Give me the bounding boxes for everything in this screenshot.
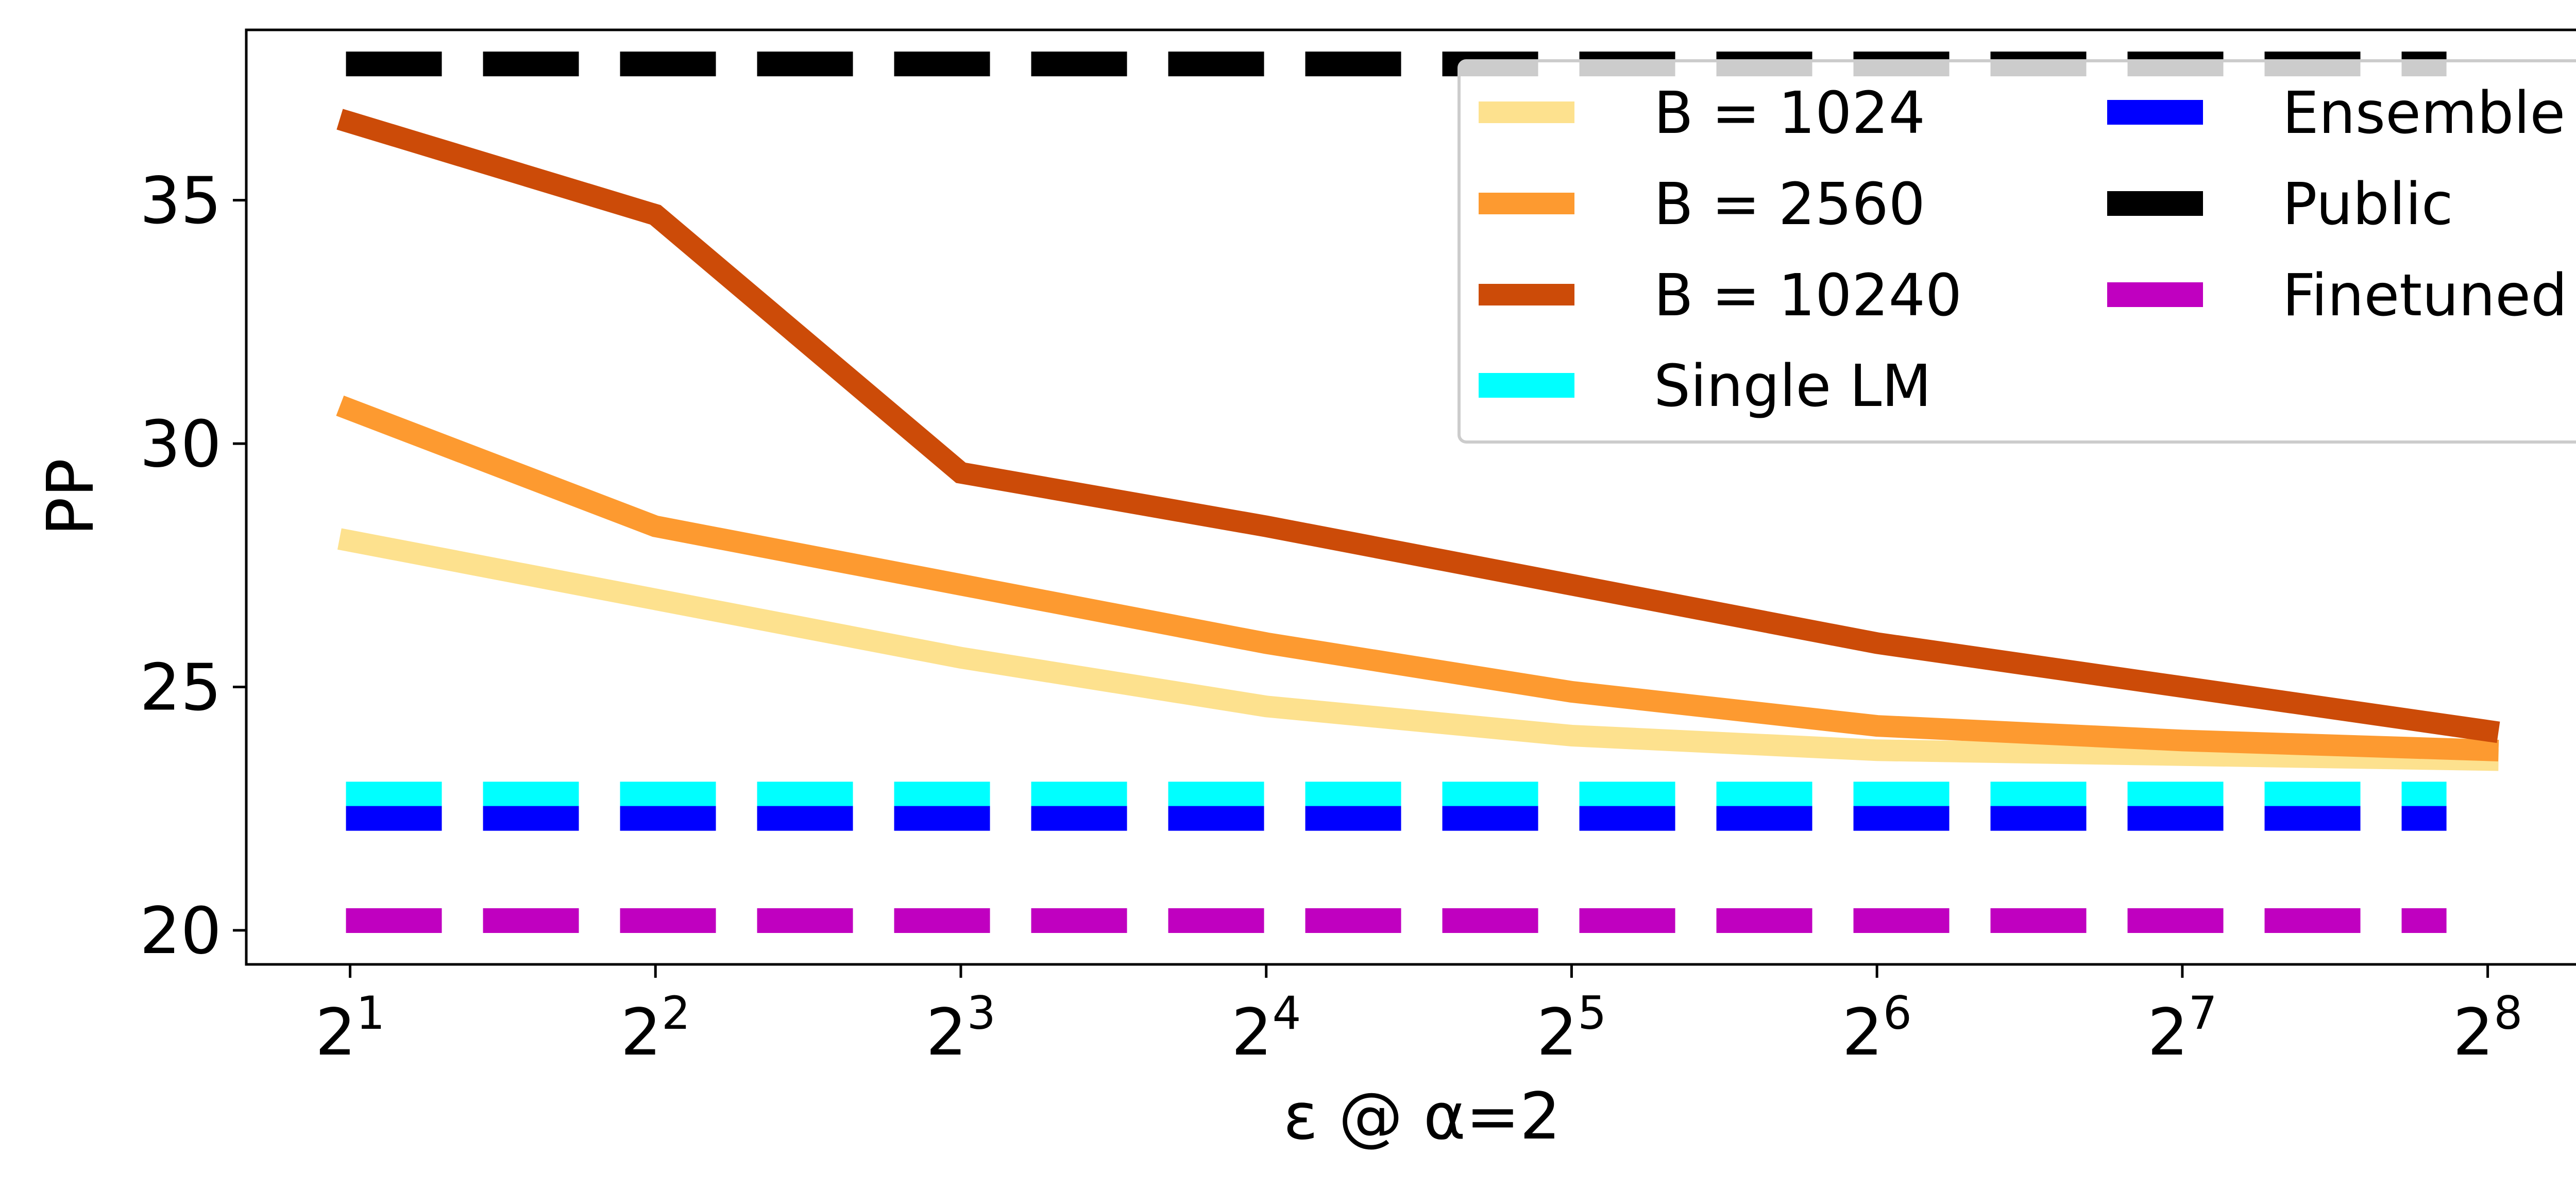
legend-label: Public — [2282, 171, 2453, 238]
y-tick-label: 25 — [140, 650, 222, 725]
legend-label: B = 1024 — [1654, 80, 1925, 147]
series-line-b-10240 — [336, 109, 2500, 743]
x-tick-label: 26 — [1842, 987, 1912, 1070]
legend-label: Single LM — [1654, 353, 1931, 420]
y-axis-label: PP — [33, 458, 108, 536]
legend-box — [1458, 59, 2576, 444]
legend: B = 1024 B = 2560 B = 10240 Single LM Ensemb… — [1458, 59, 2576, 444]
x-tick-label: 28 — [2453, 987, 2523, 1070]
x-tick-label: 25 — [1537, 987, 1607, 1070]
x-tick-label: 22 — [620, 987, 690, 1070]
legend-label: B = 10240 — [1654, 262, 1962, 329]
y-tick-label: 35 — [140, 164, 222, 239]
x-axis-label: ε @ α=2 — [1283, 1079, 1561, 1154]
x-tick-label: 23 — [926, 987, 996, 1070]
x-tick-label: 27 — [2147, 987, 2217, 1070]
y-axis: 20 25 30 35 — [140, 164, 246, 969]
x-tick-label: 24 — [1231, 987, 1301, 1070]
y-tick-label: 30 — [140, 407, 222, 482]
series-line-b-2560 — [336, 395, 2499, 761]
series-line-b-1024 — [337, 528, 2499, 771]
legend-label: B = 2560 — [1654, 171, 1925, 238]
series-layer — [336, 52, 2500, 933]
legend-label: Finetuned — [2282, 262, 2567, 329]
legend-label: Ensemble — [2282, 80, 2565, 147]
x-tick-label: 21 — [315, 987, 385, 1070]
x-axis: 21 22 23 24 25 26 27 28 — [315, 964, 2523, 1070]
plot-frame — [245, 28, 2576, 966]
y-tick-label: 20 — [140, 894, 222, 969]
